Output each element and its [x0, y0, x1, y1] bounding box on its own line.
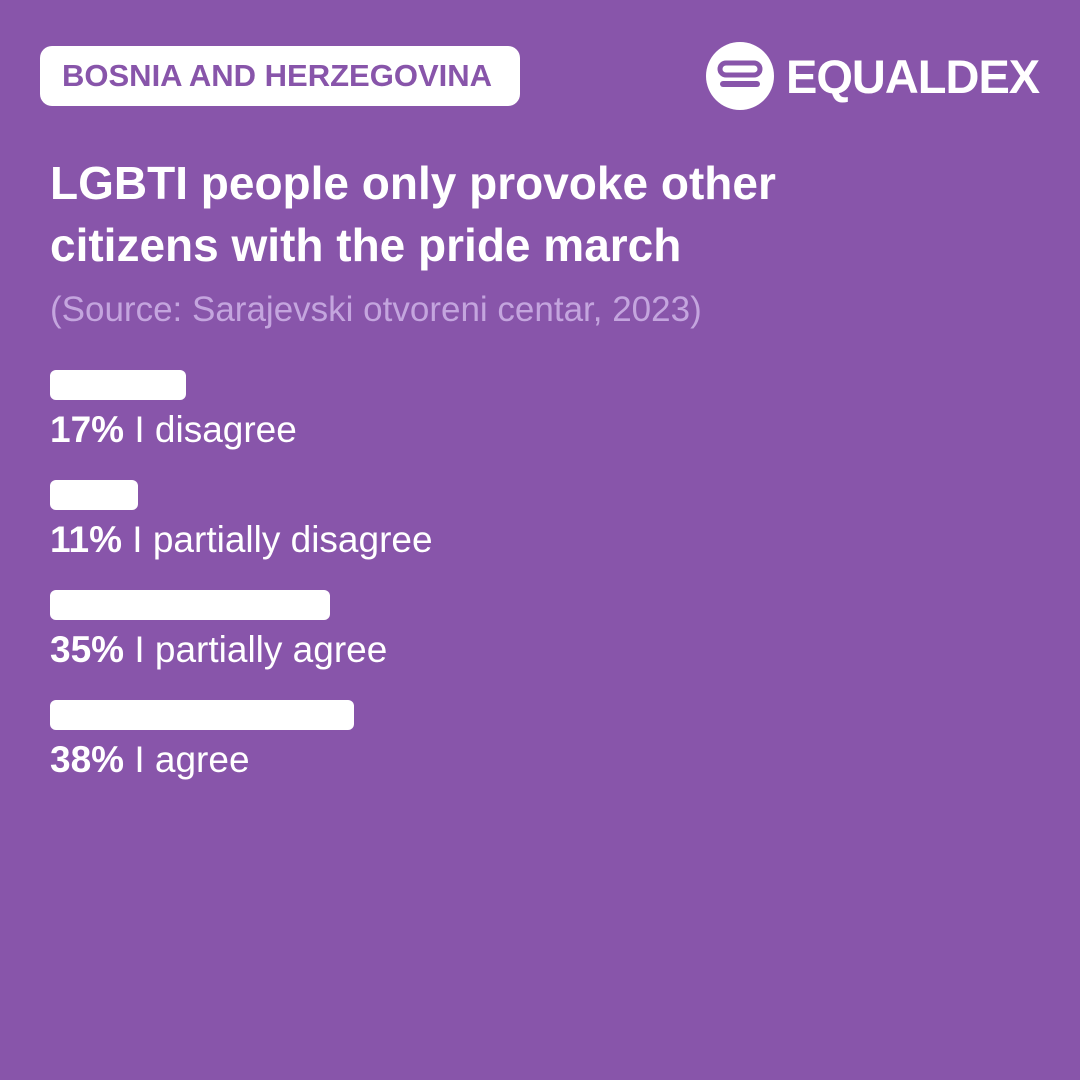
logo: EQUALDEX: [706, 42, 1040, 110]
chart-subtitle: (Source: Sarajevski otvoreni centar, 202…: [50, 290, 702, 329]
country-badge: BOSNIA AND HERZEGOVINA: [40, 46, 521, 106]
value-label: 17%: [50, 409, 125, 450]
value-label: 11%: [50, 519, 123, 560]
logo-icon: [706, 42, 774, 110]
value-label: 35%: [50, 629, 125, 670]
category-label: I partially agree: [134, 629, 388, 670]
brand-name: EQUALDEX: [786, 49, 1040, 103]
category-label: I agree: [134, 739, 250, 780]
category-label: I partially disagree: [132, 519, 433, 560]
bar-label: 11% I partially disagree: [50, 518, 433, 562]
category-label: I disagree: [134, 409, 297, 450]
bar-label: 17% I disagree: [50, 408, 297, 452]
bar: [50, 370, 186, 400]
bar-label: 35% I partially agree: [50, 628, 387, 672]
value-label: 38%: [50, 739, 125, 780]
bar: [50, 480, 138, 510]
bar: [50, 700, 354, 730]
bar-label: 38% I agree: [50, 738, 250, 782]
bar: [50, 590, 330, 620]
chart-title: LGBTI people only provoke other citizens…: [50, 157, 776, 271]
